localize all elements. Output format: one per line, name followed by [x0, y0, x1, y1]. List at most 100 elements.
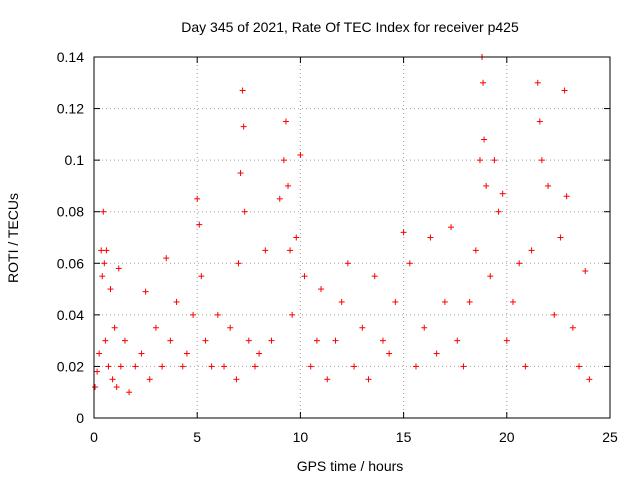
data-point: [421, 324, 428, 331]
data-point: [287, 247, 294, 254]
data-point: [332, 337, 339, 344]
data-point: [227, 324, 234, 331]
x-tick-label: 5: [193, 429, 201, 445]
plot-frame: [93, 56, 611, 419]
data-point: [289, 311, 296, 318]
data-point: [102, 337, 109, 344]
data-point: [233, 376, 240, 383]
data-point: [538, 157, 545, 164]
data-point: [121, 337, 128, 344]
y-tick-label: 0.02: [57, 358, 84, 374]
data-point: [100, 208, 107, 215]
data-point: [240, 123, 247, 130]
data-point: [569, 324, 576, 331]
data-point: [441, 298, 448, 305]
data-point: [503, 337, 510, 344]
data-point: [576, 363, 583, 370]
data-point: [582, 268, 589, 275]
x-tick-label: 15: [396, 429, 412, 445]
data-point: [365, 376, 372, 383]
data-point: [534, 79, 541, 86]
data-point: [237, 170, 244, 177]
data-point: [132, 363, 139, 370]
x-tick-label: 25: [602, 429, 618, 445]
data-point: [318, 286, 325, 293]
data-point: [117, 363, 124, 370]
data-point: [276, 195, 283, 202]
y-tick-label: 0.1: [65, 152, 85, 168]
data-point: [146, 376, 153, 383]
data-point: [103, 247, 110, 254]
data-point: [163, 255, 170, 262]
data-point: [351, 363, 358, 370]
data-point: [301, 273, 308, 280]
data-point: [509, 298, 516, 305]
data-point: [208, 363, 215, 370]
chart-title: Day 345 of 2021, Rate Of TEC Index for r…: [181, 19, 519, 35]
data-point: [101, 260, 108, 267]
data-point: [183, 350, 190, 357]
data-point: [105, 363, 112, 370]
data-point: [480, 79, 487, 86]
data-point: [251, 363, 258, 370]
x-axis-label: GPS time / hours: [297, 458, 404, 474]
data-point: [96, 350, 103, 357]
data-point: [113, 384, 120, 391]
data-point: [297, 151, 304, 158]
y-tick-label: 0.14: [57, 49, 84, 65]
data-point: [293, 234, 300, 241]
data-point: [92, 384, 99, 391]
data-point: [313, 337, 320, 344]
data-point: [487, 273, 494, 280]
data-point: [280, 157, 287, 164]
data-point: [221, 363, 228, 370]
data-point: [196, 221, 203, 228]
data-point: [194, 195, 201, 202]
data-point: [392, 298, 399, 305]
data-point: [472, 247, 479, 254]
data-point: [528, 247, 535, 254]
data-point: [359, 324, 366, 331]
data-point: [481, 136, 488, 143]
data-point: [386, 350, 393, 357]
y-tick-label: 0.08: [57, 204, 84, 220]
data-point: [551, 311, 558, 318]
data-point: [344, 260, 351, 267]
y-tick-label: 0.04: [57, 307, 84, 323]
data-point: [412, 363, 419, 370]
x-tick-label: 0: [90, 429, 98, 445]
data-point: [454, 337, 461, 344]
data-point: [427, 234, 434, 241]
x-tick-label: 10: [293, 429, 309, 445]
data-point: [152, 324, 159, 331]
data-point: [563, 193, 570, 200]
data-points: [92, 54, 593, 396]
data-point: [268, 337, 275, 344]
data-point: [202, 337, 209, 344]
data-point: [256, 350, 263, 357]
data-point: [111, 324, 118, 331]
data-point: [142, 288, 149, 295]
data-point: [324, 376, 331, 383]
data-point: [126, 389, 133, 396]
data-point: [115, 265, 122, 272]
data-point: [557, 234, 564, 241]
y-axis-label: ROTI / TECUs: [5, 193, 21, 283]
data-point: [448, 224, 455, 231]
data-point: [545, 182, 552, 189]
data-point: [262, 247, 269, 254]
data-point: [241, 208, 248, 215]
y-tick-label: 0.12: [57, 101, 84, 117]
data-point: [99, 273, 106, 280]
data-point: [406, 260, 413, 267]
data-point: [235, 260, 242, 267]
data-point: [239, 87, 246, 94]
axis-ticks: 0 5 10 15 20 25 0 0.02 0.04 0.06 0.08 0.1 0.12 0.14: [57, 49, 618, 445]
y-tick-label: 0.06: [57, 255, 84, 271]
x-tick-label: 20: [499, 429, 515, 445]
y-tick-label: 0: [76, 410, 84, 426]
data-point: [107, 286, 114, 293]
data-point: [173, 298, 180, 305]
data-point: [94, 368, 101, 375]
